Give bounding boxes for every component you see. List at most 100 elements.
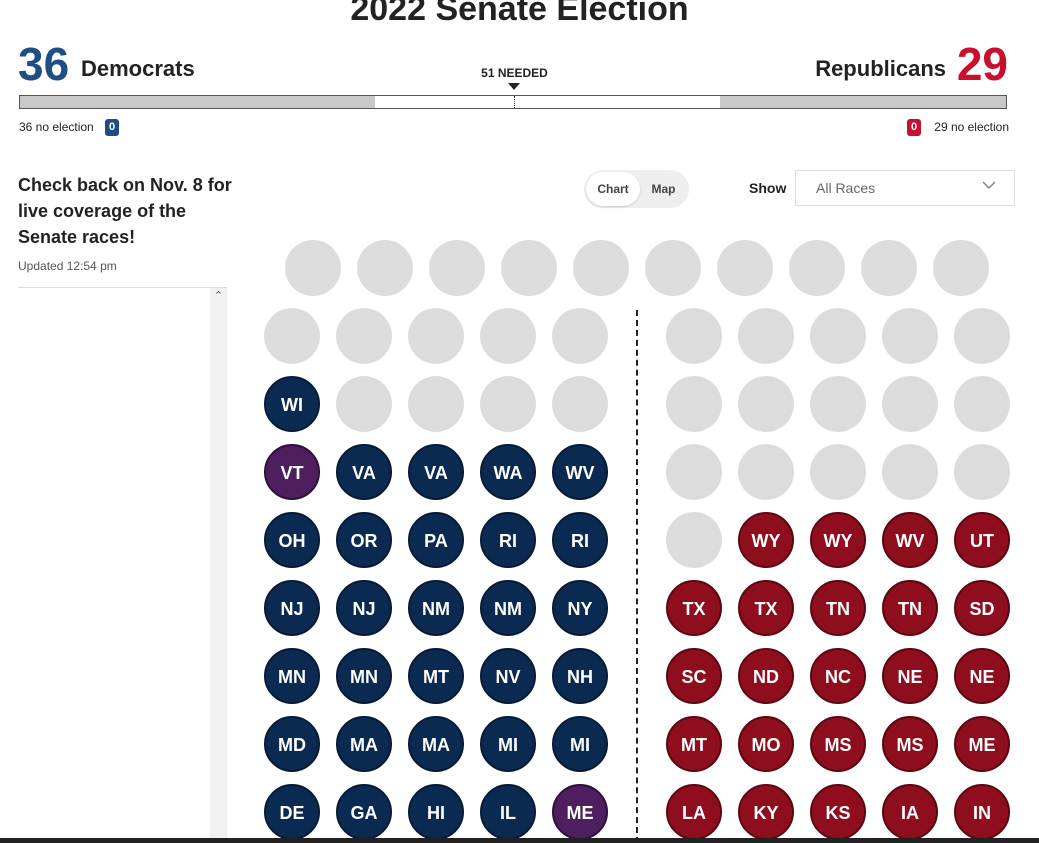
race-filter-value: All Races xyxy=(816,180,876,196)
seat-ma-dem[interactable]: MA xyxy=(336,716,392,772)
seat-undecided[interactable] xyxy=(480,308,536,364)
scroll-up-icon[interactable]: ⌃ xyxy=(213,290,224,302)
seat-undecided[interactable] xyxy=(336,308,392,364)
seat-undecided[interactable] xyxy=(882,308,938,364)
seat-undecided[interactable] xyxy=(810,376,866,432)
seat-undecided[interactable] xyxy=(552,308,608,364)
race-filter-select[interactable] xyxy=(795,170,1015,206)
seat-undecided[interactable] xyxy=(738,444,794,500)
seat-mi-dem[interactable]: MI xyxy=(480,716,536,772)
seat-tx-rep[interactable]: TX xyxy=(666,580,722,636)
seat-undecided[interactable] xyxy=(645,240,701,296)
seat-undecided[interactable] xyxy=(357,240,413,296)
seat-ri-dem[interactable]: RI xyxy=(480,512,536,568)
republicans-no-election: 29 no election xyxy=(934,120,1009,134)
seat-ny-dem[interactable]: NY xyxy=(552,580,608,636)
seat-nh-dem[interactable]: NH xyxy=(552,648,608,704)
seat-de-dem[interactable]: DE xyxy=(264,784,320,840)
seat-nv-dem[interactable]: NV xyxy=(480,648,536,704)
seat-undecided[interactable] xyxy=(933,240,989,296)
seat-undecided[interactable] xyxy=(738,376,794,432)
democrats-no-election: 36 no election xyxy=(19,120,94,134)
seat-mo-rep[interactable]: MO xyxy=(738,716,794,772)
seat-vt-ind[interactable]: VT xyxy=(264,444,320,500)
seat-ga-dem[interactable]: GA xyxy=(336,784,392,840)
seat-tn-rep[interactable]: TN xyxy=(882,580,938,636)
seat-me-ind[interactable]: ME xyxy=(552,784,608,840)
seat-undecided[interactable] xyxy=(666,376,722,432)
seat-nj-dem[interactable]: NJ xyxy=(264,580,320,636)
seat-ky-rep[interactable]: KY xyxy=(738,784,794,840)
seat-undecided[interactable] xyxy=(501,240,557,296)
seat-nj-dem[interactable]: NJ xyxy=(336,580,392,636)
seat-undecided[interactable] xyxy=(480,376,536,432)
seat-undecided[interactable] xyxy=(738,308,794,364)
seat-undecided[interactable] xyxy=(336,376,392,432)
seat-undecided[interactable] xyxy=(810,308,866,364)
seat-ut-rep[interactable]: UT xyxy=(954,512,1010,568)
seat-ne-rep[interactable]: NE xyxy=(954,648,1010,704)
seat-undecided[interactable] xyxy=(954,444,1010,500)
seat-wv-dem[interactable]: WV xyxy=(552,444,608,500)
seat-va-dem[interactable]: VA xyxy=(408,444,464,500)
seat-undecided[interactable] xyxy=(861,240,917,296)
seat-wy-rep[interactable]: WY xyxy=(738,512,794,568)
seat-undecided[interactable] xyxy=(882,376,938,432)
seat-nm-dem[interactable]: NM xyxy=(480,580,536,636)
seat-undecided[interactable] xyxy=(666,444,722,500)
seat-wi-dem[interactable]: WI xyxy=(264,376,320,432)
seat-undecided[interactable] xyxy=(954,308,1010,364)
seat-sd-rep[interactable]: SD xyxy=(954,580,1010,636)
seat-ia-rep[interactable]: IA xyxy=(882,784,938,840)
seat-nc-rep[interactable]: NC xyxy=(810,648,866,704)
seat-me-rep[interactable]: ME xyxy=(954,716,1010,772)
seat-undecided[interactable] xyxy=(285,240,341,296)
seat-or-dem[interactable]: OR xyxy=(336,512,392,568)
seat-wy-rep[interactable]: WY xyxy=(810,512,866,568)
seat-il-dem[interactable]: IL xyxy=(480,784,536,840)
seat-undecided[interactable] xyxy=(666,512,722,568)
seat-tn-rep[interactable]: TN xyxy=(810,580,866,636)
seat-tx-rep[interactable]: TX xyxy=(738,580,794,636)
seat-ks-rep[interactable]: KS xyxy=(810,784,866,840)
seat-in-rep[interactable]: IN xyxy=(954,784,1010,840)
seat-undecided[interactable] xyxy=(552,376,608,432)
seat-nm-dem[interactable]: NM xyxy=(408,580,464,636)
seat-mi-dem[interactable]: MI xyxy=(552,716,608,772)
seat-undecided[interactable] xyxy=(789,240,845,296)
seat-nd-rep[interactable]: ND xyxy=(738,648,794,704)
seat-ms-rep[interactable]: MS xyxy=(810,716,866,772)
seat-undecided[interactable] xyxy=(717,240,773,296)
tab-chart[interactable]: Chart xyxy=(586,172,640,206)
seat-undecided[interactable] xyxy=(666,308,722,364)
seat-sc-rep[interactable]: SC xyxy=(666,648,722,704)
seat-undecided[interactable] xyxy=(882,444,938,500)
coverage-headline: Check back on Nov. 8 for live coverage o… xyxy=(18,175,232,247)
seat-undecided[interactable] xyxy=(954,376,1010,432)
seat-undecided[interactable] xyxy=(408,376,464,432)
seat-undecided[interactable] xyxy=(408,308,464,364)
seat-ne-rep[interactable]: NE xyxy=(882,648,938,704)
seat-mn-dem[interactable]: MN xyxy=(264,648,320,704)
tab-map[interactable]: Map xyxy=(651,182,676,196)
seat-wa-dem[interactable]: WA xyxy=(480,444,536,500)
seat-la-rep[interactable]: LA xyxy=(666,784,722,840)
seat-undecided[interactable] xyxy=(810,444,866,500)
seat-ri-dem[interactable]: RI xyxy=(552,512,608,568)
seat-undecided[interactable] xyxy=(264,308,320,364)
sidebar-scrollbar[interactable] xyxy=(210,288,227,843)
seat-md-dem[interactable]: MD xyxy=(264,716,320,772)
seat-undecided[interactable] xyxy=(429,240,485,296)
show-filter-label: Show xyxy=(749,180,787,196)
seat-mt-dem[interactable]: MT xyxy=(408,648,464,704)
seat-mn-dem[interactable]: MN xyxy=(336,648,392,704)
seat-wv-rep[interactable]: WV xyxy=(882,512,938,568)
seat-oh-dem[interactable]: OH xyxy=(264,512,320,568)
seat-mt-rep[interactable]: MT xyxy=(666,716,722,772)
seat-hi-dem[interactable]: HI xyxy=(408,784,464,840)
seat-ma-dem[interactable]: MA xyxy=(408,716,464,772)
seat-undecided[interactable] xyxy=(573,240,629,296)
seat-va-dem[interactable]: VA xyxy=(336,444,392,500)
seat-pa-dem[interactable]: PA xyxy=(408,512,464,568)
seat-ms-rep[interactable]: MS xyxy=(882,716,938,772)
